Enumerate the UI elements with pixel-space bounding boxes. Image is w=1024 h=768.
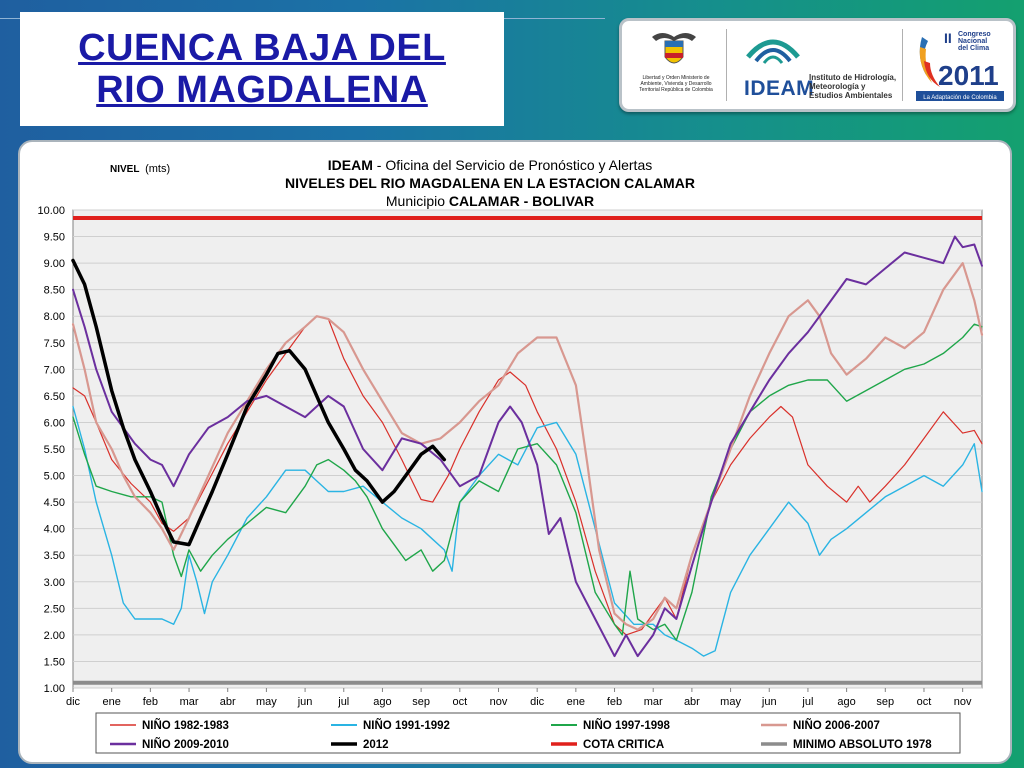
congreso-roman: II <box>944 30 952 46</box>
y-tick-label: 3.00 <box>44 577 65 589</box>
y-axis: 1.00 1.50 2.00 2.50 3.00 3.50 4.00 4.50 5.00 5.50… <box>37 205 65 695</box>
y-tick-label: 1.00 <box>44 683 65 695</box>
series-line <box>72 315 983 636</box>
y-axis-label-prefix: NIVEL <box>110 164 139 175</box>
congreso-clima-logo-icon: II Congreso Nacional del Clima 2011 La A… <box>916 30 1004 101</box>
legend-box <box>95 712 961 754</box>
x-tick-label: oct <box>452 696 467 708</box>
ideam-subtitle-line: Meteorología y <box>809 82 866 91</box>
legend-label: COTA CRITICA <box>583 739 664 751</box>
legend-label: NIÑO 1982-1983 <box>142 719 229 732</box>
chart-title-org-name: IDEAM <box>328 157 373 173</box>
y-tick-label: 10.00 <box>37 205 65 217</box>
y-tick-label: 3.50 <box>44 550 65 562</box>
y-tick-label: 6.50 <box>44 391 65 403</box>
chart-title-municipio: Municipio CALAMAR - BOLIVAR <box>386 193 594 209</box>
x-tick-label: abr <box>684 696 700 708</box>
y-tick-label: 4.50 <box>44 497 65 509</box>
y-tick-label: 5.50 <box>44 444 65 456</box>
legend: NIÑO 1982-1983 NIÑO 1991-1992 NIÑO 1997-19… <box>95 712 961 754</box>
series-line <box>71 262 984 631</box>
x-tick-label: sep <box>412 696 430 708</box>
ideam-subtitle: Instituto de Hidrología, Meteorología y … <box>809 73 896 100</box>
y-tick-label: 7.00 <box>44 364 65 376</box>
x-tick-label: sep <box>876 696 894 708</box>
x-tick-label: mar <box>644 696 663 708</box>
legend-label: 2012 <box>363 739 389 751</box>
series-group <box>71 235 984 658</box>
legend-label: NIÑO 1997-1998 <box>583 719 671 732</box>
slide-title-line2: RIO MAGDALENA <box>96 69 428 111</box>
chart-title-org-rest: - Oficina del Servicio de Pronóstico y A… <box>373 157 652 173</box>
chart-title-org: IDEAM - Oficina del Servicio de Pronósti… <box>328 157 652 173</box>
ideam-subtitle-line: Estudios Ambientales <box>809 91 893 100</box>
y-tick-label: 8.00 <box>44 311 65 323</box>
y-axis-label-unit: (mts) <box>145 163 170 175</box>
chart-panel: NIVEL (mts) IDEAM - Oficina del Servicio… <box>18 140 1012 764</box>
chart-title-main: NIVELES DEL RIO MAGDALENA EN LA ESTACION… <box>285 175 695 191</box>
y-tick-label: 1.50 <box>44 656 65 668</box>
x-tick-label: jun <box>761 696 777 708</box>
x-tick-label: oct <box>917 696 932 708</box>
x-tick-label: ago <box>837 696 855 708</box>
grid <box>73 209 982 689</box>
ideam-logo-icon <box>746 39 800 64</box>
x-tick-label: mar <box>180 696 199 708</box>
x-tick-label: ago <box>373 696 391 708</box>
slide-title-line1: CUENCA BAJA DEL <box>78 27 446 69</box>
x-tick-label: jun <box>297 696 313 708</box>
congreso-tagline: La Adaptación de Colombia <box>923 95 997 101</box>
x-tick-label: feb <box>607 696 622 708</box>
colombia-shield-icon <box>652 33 696 64</box>
slide-title-box: CUENCA BAJA DEL RIO MAGDALENA <box>20 12 504 126</box>
reference-lines <box>73 215 982 685</box>
x-tick-label: jul <box>337 696 349 708</box>
legend-label: NIÑO 2006-2007 <box>793 719 880 732</box>
x-tick-label: dic <box>66 696 81 708</box>
y-tick-label: 2.00 <box>44 630 65 642</box>
x-tick-label: ene <box>103 696 121 708</box>
y-tick-label: 9.50 <box>44 232 65 244</box>
ministerio-text: Libertad y Orden Ministerio de Ambiente,… <box>639 75 713 93</box>
y-tick-label: 4.00 <box>44 524 65 536</box>
ideam-subtitle-line: Instituto de Hidrología, <box>809 73 897 82</box>
congreso-label: Nacional <box>958 38 987 45</box>
legend-label: NIÑO 2009-2010 <box>142 738 229 751</box>
series-line <box>72 235 983 658</box>
logo-separator <box>902 29 903 101</box>
series-line <box>71 258 447 547</box>
congreso-label: Congreso <box>958 31 991 38</box>
legend-label: MINIMO ABSOLUTO 1978 <box>793 739 932 751</box>
x-tick-label: feb <box>143 696 158 708</box>
x-axis: dic ene feb mar abr may jun jul ago sep oct nov dic e… <box>66 688 972 708</box>
x-tick-label: dic <box>530 696 545 708</box>
y-tick-label: 6.00 <box>44 417 65 429</box>
legend-label: NIÑO 1991-1992 <box>363 719 450 732</box>
y-tick-label: 5.00 <box>44 471 65 483</box>
x-tick-label: may <box>720 696 741 708</box>
x-tick-label: jul <box>801 696 813 708</box>
x-tick-label: ene <box>567 696 585 708</box>
chart-title-muni-value: CALAMAR - BOLIVAR <box>449 193 594 209</box>
congreso-year: 2011 <box>938 60 999 91</box>
y-tick-label: 7.50 <box>44 338 65 350</box>
x-tick-label: nov <box>490 696 508 708</box>
congreso-label: del Clima <box>958 45 989 52</box>
series-line <box>72 323 983 641</box>
x-tick-label: nov <box>954 696 972 708</box>
ideam-wordmark: IDEAM <box>744 77 815 100</box>
logo-separator <box>726 29 727 101</box>
y-tick-label: 8.50 <box>44 285 65 297</box>
x-tick-label: abr <box>220 696 236 708</box>
logo-banner: Libertad y Orden Ministerio de Ambiente,… <box>619 18 1016 112</box>
river-level-chart: NIVEL (mts) IDEAM - Oficina del Servicio… <box>37 157 984 754</box>
y-axis-label: NIVEL (mts) <box>110 163 170 175</box>
x-tick-label: may <box>256 696 277 708</box>
y-tick-label: 9.00 <box>44 258 65 270</box>
chart-title-muni-label: Municipio <box>386 193 449 209</box>
y-tick-label: 2.50 <box>44 603 65 615</box>
